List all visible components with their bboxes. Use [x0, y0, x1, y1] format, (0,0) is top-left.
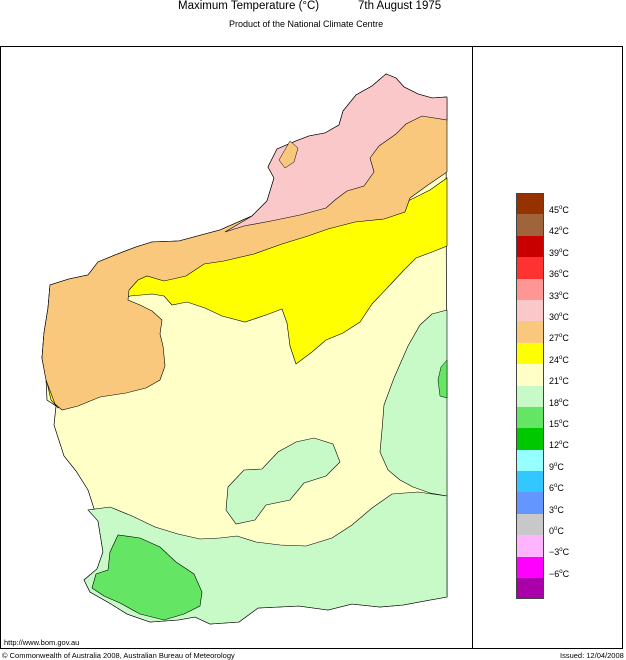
map-zone-18-21-southwest — [91, 534, 203, 621]
legend-swatch — [516, 535, 544, 557]
legend-label: 36oC — [549, 269, 569, 280]
legend-swatch — [516, 578, 544, 600]
legend-swatch — [516, 214, 544, 236]
legend-label: 21oC — [549, 376, 569, 387]
legend-label: 15oC — [549, 419, 569, 429]
frame-divider — [472, 46, 473, 649]
legend-swatch — [516, 406, 544, 429]
legend-label: 45oC — [549, 205, 569, 215]
legend-swatch — [516, 513, 544, 536]
map-patch-30-33 — [278, 140, 299, 169]
legend-label: −3oC — [549, 547, 570, 558]
title-text: Maximum Temperature (°C) — [178, 0, 320, 12]
map-zone-21-24-east — [379, 309, 448, 497]
footer-issued: Issued: 12/04/2008 — [560, 651, 624, 660]
legend-label: 18oC — [549, 397, 569, 408]
legend-swatch — [516, 342, 544, 365]
subtitle: Product of the National Climate Centre — [229, 19, 384, 29]
legend-swatch — [516, 257, 544, 279]
legend-label: 0oC — [549, 526, 564, 536]
temperature-map — [41, 73, 448, 625]
footer-url: http://www.bom.gov.au — [4, 638, 80, 647]
legend-label: 12oC — [549, 440, 569, 451]
legend-label: 30oC — [549, 312, 569, 322]
legend-swatch — [516, 492, 544, 514]
legend-swatch — [516, 235, 544, 258]
map-zone-18-21-east — [437, 359, 448, 399]
legend-label: 6oC — [549, 483, 564, 494]
map-title: Maximum Temperature (°C) 7th August 1975 — [0, 0, 626, 14]
legend-swatch — [516, 556, 544, 579]
map-frame — [0, 46, 623, 649]
title-date: 7th August 1975 — [358, 0, 442, 12]
legend-label: 33oC — [549, 290, 569, 301]
legend-swatch — [516, 193, 544, 215]
map-zone-21-24-inland — [225, 437, 341, 525]
legend-label: 3oC — [549, 504, 564, 515]
legend-swatch — [516, 385, 544, 407]
legend-label: 27oC — [549, 333, 569, 344]
legend-label: −6oC — [549, 568, 570, 579]
footer-copyright: © Commonwealth of Australia 2008, Austra… — [2, 651, 235, 660]
legend-label: 9oC — [549, 461, 564, 472]
legend-swatch — [516, 449, 544, 472]
legend-swatch — [516, 321, 544, 343]
legend-swatch — [516, 278, 544, 300]
map-zone-33-36 — [224, 73, 448, 233]
legend-label: 42oC — [549, 226, 569, 237]
legend-label: 39oC — [549, 247, 569, 258]
legend-swatch — [516, 428, 544, 450]
legend-swatch — [516, 471, 544, 493]
legend-colorbar — [516, 193, 544, 600]
legend-label: 24oC — [549, 354, 569, 365]
legend-swatch — [516, 364, 544, 386]
legend-swatch — [516, 299, 544, 322]
